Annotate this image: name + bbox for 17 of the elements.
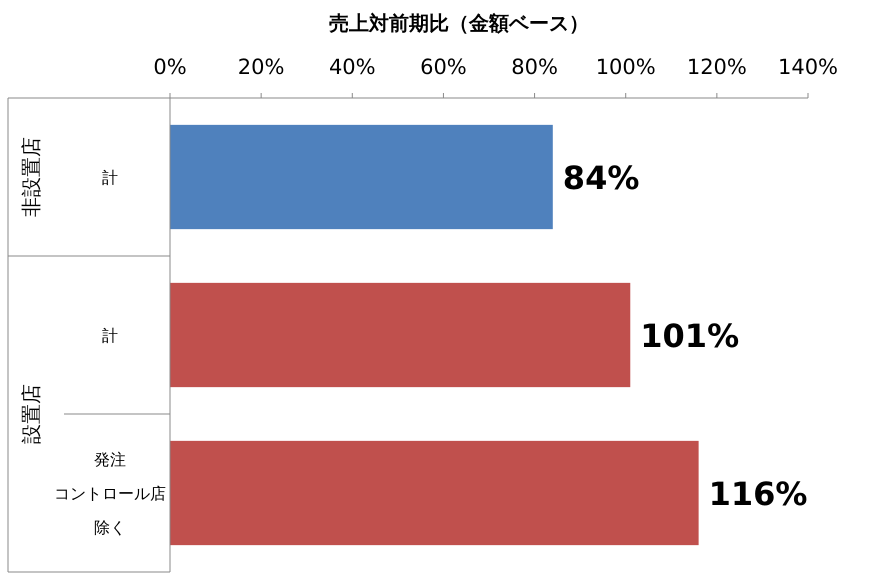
data-label: 101% <box>640 317 740 355</box>
text: 設置店 <box>19 384 43 444</box>
x-tick-label: 120% <box>686 55 747 79</box>
y-tick-label: 計 <box>102 326 118 345</box>
y-tick-label: 発注コントロール店除く <box>54 450 166 537</box>
y-tick-label: 計 <box>102 168 118 187</box>
x-tick-label: 100% <box>596 55 656 79</box>
data-label: 116% <box>708 475 808 513</box>
x-tick-label: 20% <box>238 55 284 79</box>
chart-title: 売上対前期比（金額ベース） <box>329 11 589 35</box>
text: 非設置店 <box>19 137 43 217</box>
x-tick-label: 0% <box>153 55 187 79</box>
x-tick-label: 80% <box>511 55 558 79</box>
x-tick-label: 60% <box>420 55 467 79</box>
data-label: 84% <box>562 159 640 197</box>
x-tick-label: 140% <box>778 55 838 79</box>
x-tick-label: 40% <box>328 55 376 79</box>
